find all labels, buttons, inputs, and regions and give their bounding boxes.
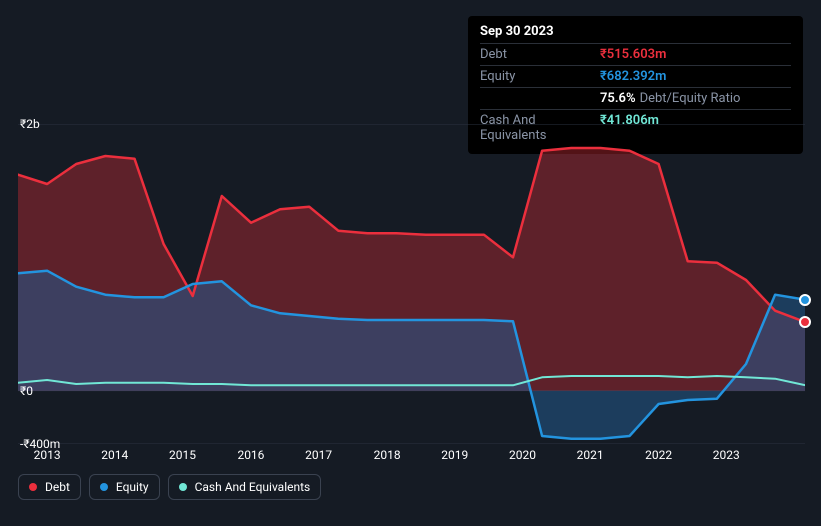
x-tick-label: 2019 [441,448,468,462]
series-end-dot [799,294,811,306]
tooltip-row-value: ₹515.603m [600,47,666,62]
x-tick-label: 2023 [713,448,740,462]
x-tick-label: 2017 [305,448,332,462]
tooltip-row-value: 75.6% [600,91,636,106]
x-tick-label: 2014 [101,448,128,462]
tooltip-row-label: Debt [480,47,600,62]
x-tick-label: 2022 [645,448,672,462]
chart-area: ₹2b₹0-₹400m [18,124,805,444]
x-axis: 2013 2014 2015 2016 2017 2018 2019 2020 2021 2022… [18,448,805,464]
tooltip-row-sub: Debt/Equity Ratio [640,91,741,106]
y-tick-label: ₹0 [20,384,33,398]
legend-dot-icon [29,483,37,491]
legend-label: Equity [116,480,149,494]
chart-plot [18,124,805,444]
legend: Debt Equity Cash And Equivalents [18,474,321,500]
x-tick-label: 2020 [509,448,536,462]
x-tick-label: 2021 [577,448,604,462]
legend-item[interactable]: Debt [18,474,81,500]
y-tick-label: ₹2b [20,117,40,131]
tooltip-date: Sep 30 2023 [480,24,791,39]
legend-item[interactable]: Equity [89,474,160,500]
series-end-dot [799,316,811,328]
x-tick-label: 2015 [169,448,196,462]
tooltip-row-value: ₹682.392m [600,69,666,84]
legend-label: Cash And Equivalents [195,480,311,494]
tooltip-row-label: Equity [480,69,600,84]
legend-item[interactable]: Cash And Equivalents [168,474,322,500]
tooltip-row: 75.6% Debt/Equity Ratio [480,87,791,109]
legend-dot-icon [179,483,187,491]
x-tick-label: 2018 [374,448,401,462]
tooltip-row: Debt₹515.603m [480,43,791,65]
x-tick-label: 2013 [34,448,61,462]
legend-label: Debt [45,480,70,494]
x-tick-label: 2016 [237,448,264,462]
legend-dot-icon [100,483,108,491]
tooltip-row: Equity₹682.392m [480,65,791,87]
